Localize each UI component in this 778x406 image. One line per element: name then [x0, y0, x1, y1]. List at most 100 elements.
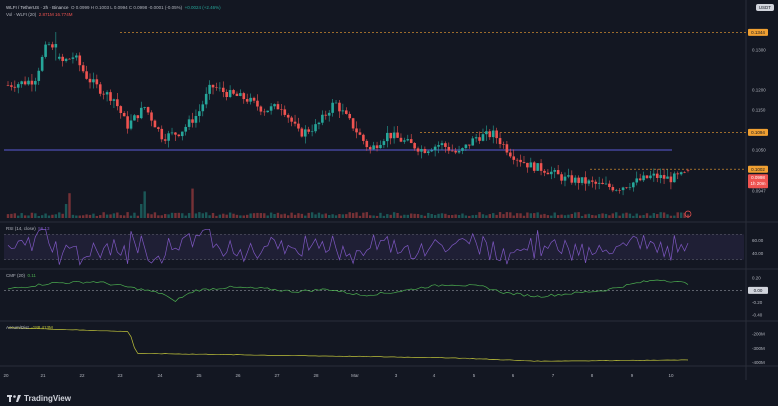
volume-bar	[341, 214, 345, 218]
cmf-series-line	[7, 279, 689, 302]
ad-legend[interactable]: Accum/Dist -188.413M	[6, 325, 53, 330]
volume-bar	[659, 212, 662, 218]
rsi-legend[interactable]: RSI (14, close) 56.13	[6, 226, 50, 231]
volume-bar	[133, 212, 136, 218]
tradingview-logo[interactable]: TradingView	[7, 394, 71, 403]
volume-bar	[174, 212, 177, 218]
volume-bar	[485, 215, 488, 218]
rsi-axis-label: 40.00	[752, 251, 764, 256]
volume-bar	[556, 215, 560, 218]
candle-body	[280, 109, 283, 110]
volume-bar	[406, 214, 409, 218]
candle-body	[604, 183, 608, 185]
last-change: +0.0024 (+2.46%)	[184, 5, 221, 10]
candle-body	[150, 112, 153, 121]
cmf-legend[interactable]: CMF (20) 0.11	[6, 273, 36, 278]
last-price-pill	[748, 174, 768, 189]
volume-bar	[68, 193, 71, 218]
rsi-label[interactable]: RSI (14, close)	[6, 226, 36, 231]
symbol-legend[interactable]: WLFI / TetherUS · 2h · Binance O 0.0999 …	[6, 5, 221, 10]
volume-legend[interactable]: Vol · WLFI (20) 2.871M 16.774M	[6, 12, 73, 17]
candle-body	[382, 141, 386, 145]
candle-body	[61, 56, 64, 62]
volume-label[interactable]: Vol · WLFI (20)	[6, 12, 37, 17]
volume-bar	[546, 215, 550, 218]
volume-bar	[447, 215, 451, 218]
candle-body	[539, 163, 543, 171]
volume-bar	[550, 215, 553, 218]
candle-body	[300, 128, 304, 137]
volume-bar	[403, 214, 406, 218]
candle-body	[23, 81, 27, 85]
volume-bar	[553, 212, 556, 218]
candle-body	[16, 84, 20, 88]
volume-bar	[375, 215, 379, 218]
candle-body	[683, 172, 686, 173]
volume-bar	[683, 212, 686, 218]
candle-body	[112, 99, 116, 101]
volume-bar	[594, 215, 597, 218]
candle-body	[187, 119, 191, 127]
volume-bar	[382, 215, 386, 218]
candle-body	[211, 84, 215, 88]
volume-bar	[259, 213, 263, 218]
volume-values: 2.871M 16.774M	[38, 12, 73, 17]
candle-body	[409, 139, 413, 144]
candle-body	[468, 144, 471, 146]
candle-body	[129, 120, 133, 129]
volume-bar	[109, 214, 112, 218]
candle-body	[293, 121, 297, 124]
candle-body	[594, 181, 598, 184]
volume-bar	[519, 213, 522, 218]
volume-bar	[75, 215, 78, 218]
candle-body	[163, 139, 167, 141]
time-axis-label: 6	[512, 373, 515, 378]
volume-bar	[304, 215, 307, 218]
candle-body	[122, 113, 126, 117]
candle-body	[567, 175, 570, 177]
candle-body	[450, 150, 454, 152]
candle-body	[157, 127, 160, 129]
candle-body	[153, 120, 157, 128]
volume-bar	[307, 212, 310, 218]
time-axis-label: 28	[313, 373, 319, 378]
candle-body	[464, 144, 468, 149]
cmf-label[interactable]: CMF (20)	[6, 273, 25, 278]
candle-body	[146, 107, 150, 113]
volume-bar	[355, 212, 358, 218]
volume-bar	[345, 214, 348, 218]
candle-body	[625, 187, 628, 189]
volume-bar	[102, 212, 105, 218]
volume-bar	[126, 212, 129, 218]
volume-bar	[334, 215, 338, 218]
volume-bar	[474, 214, 478, 218]
candle-body	[519, 159, 522, 163]
price-tick-label: 0.1300	[752, 48, 766, 53]
volume-bar	[40, 215, 44, 218]
candle-body	[37, 70, 41, 81]
candle-body	[365, 140, 369, 148]
volume-bar	[608, 215, 611, 218]
candle-body	[358, 132, 362, 135]
time-axis-label: 25	[196, 373, 202, 378]
candle-body	[68, 58, 71, 60]
symbol-title[interactable]: WLFI / TetherUS · 2h · Binance	[6, 5, 69, 10]
candle-body	[167, 133, 170, 141]
volume-bar	[444, 213, 447, 218]
time-axis-label: 7	[552, 373, 555, 378]
volume-bar	[638, 215, 642, 218]
currency-badge[interactable]: USDT	[755, 4, 774, 11]
ohlc-values: O 0.0999 H 0.1003 L 0.0994 C 0.0998 -0.0…	[70, 5, 183, 10]
candle-body	[423, 148, 427, 153]
volume-bar	[20, 213, 23, 218]
time-axis-label: 21	[40, 373, 46, 378]
candle-body	[54, 44, 58, 48]
ad-label[interactable]: Accum/Dist	[6, 325, 29, 330]
candle-body	[334, 102, 338, 104]
volume-bar	[177, 212, 181, 218]
ad-axis-label: -400M	[752, 360, 765, 365]
volume-bar	[666, 214, 669, 218]
volume-bar	[225, 214, 228, 218]
volume-bar	[160, 215, 163, 218]
